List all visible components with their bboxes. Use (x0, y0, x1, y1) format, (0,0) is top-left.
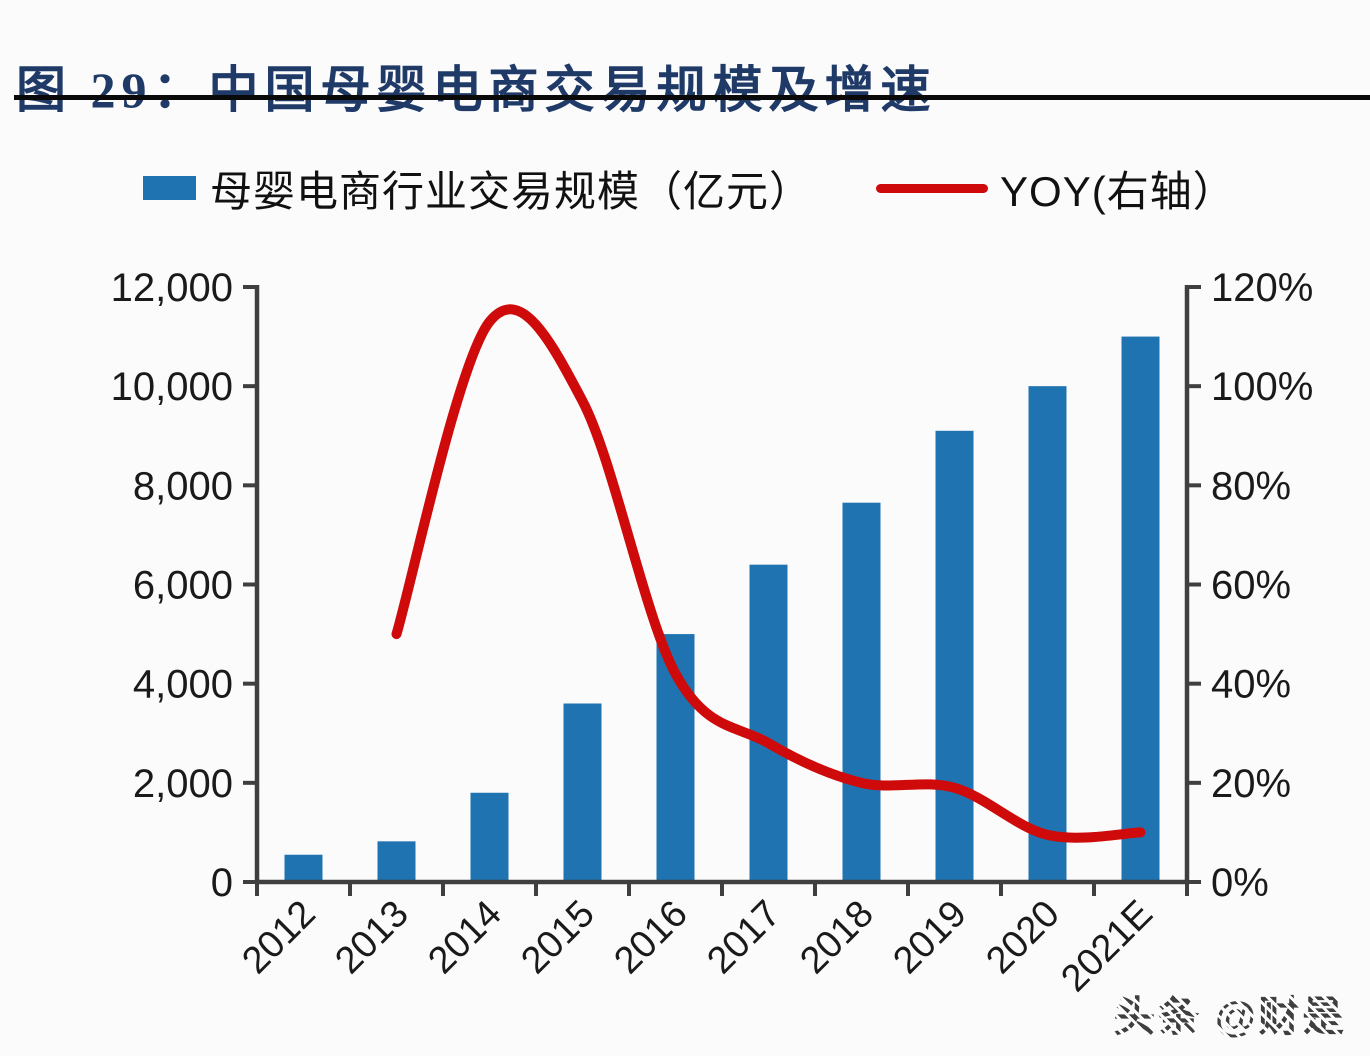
bar-2013 (377, 841, 416, 882)
legend-line-swatch (876, 183, 989, 193)
yoy-line (391, 304, 1146, 843)
left-axis-label-6: 12,000 (111, 266, 233, 310)
right-axis-label-5: 100% (1211, 365, 1313, 409)
left-axis-label-4: 8,000 (133, 464, 233, 508)
x-label-2017: 2017 (699, 893, 788, 982)
bar-2015 (563, 703, 602, 882)
watermark: 头条 @财是 (1113, 983, 1346, 1044)
right-axis-label-3: 60% (1211, 564, 1291, 608)
x-label-2015: 2015 (513, 893, 602, 982)
bar-2018 (842, 502, 881, 882)
right-axis-label-0: 0% (1211, 861, 1269, 905)
left-axis-label-3: 6,000 (133, 564, 233, 608)
x-label-2018: 2018 (792, 893, 881, 982)
left-axis-label-1: 2,000 (133, 762, 233, 806)
legend-line-label: YOY(右轴） (1000, 167, 1236, 215)
bar-2019 (935, 430, 974, 882)
right-axis-label-4: 80% (1211, 464, 1291, 508)
legend-bar-swatch (143, 176, 196, 200)
bar-2012 (284, 854, 323, 882)
right-axis-label-1: 20% (1211, 762, 1291, 806)
legend: 母婴电商行业交易规模（亿元） YOY(右轴） (143, 160, 1236, 216)
right-axis-label-2: 40% (1211, 663, 1291, 707)
x-label-2019: 2019 (885, 893, 974, 982)
x-label-2016: 2016 (606, 893, 695, 982)
left-axis-label-2: 4,000 (133, 663, 233, 707)
left-axis-label-0: 0 (211, 861, 233, 905)
x-label-2013: 2013 (327, 893, 416, 982)
figure-title: 图 29：中国母婴电商交易规模及增速 (16, 61, 937, 118)
left-axis-label-5: 10,000 (111, 365, 233, 409)
x-label-2014: 2014 (420, 893, 509, 982)
bar-2017 (749, 564, 788, 882)
bar-2021E (1121, 336, 1160, 882)
title-underline (14, 95, 1370, 100)
legend-bar-label: 母婴电商行业交易规模（亿元） (210, 167, 813, 215)
x-label-2012: 2012 (234, 893, 323, 982)
bar-2020 (1028, 386, 1067, 882)
right-axis-label-6: 120% (1211, 266, 1313, 310)
bar-2014 (470, 792, 509, 882)
